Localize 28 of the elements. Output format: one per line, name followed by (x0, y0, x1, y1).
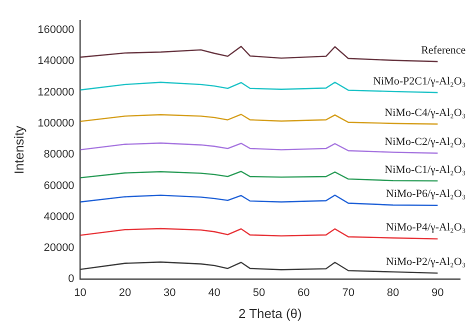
x-tick-label: 50 (252, 286, 266, 299)
series-label: Reference (421, 44, 466, 56)
x-tick-label: 20 (118, 286, 132, 299)
x-tick-label: 10 (74, 286, 86, 299)
series-label: NiMo-C1/γ-Al₂O₃ (384, 164, 466, 176)
series-label: NiMo-C2/γ-Al₂O₃ (384, 136, 466, 148)
x-tick-label: 80 (386, 286, 400, 299)
series-label: NiMo-P2C1/γ-Al₂O₃ (373, 75, 466, 88)
y-tick-label: 0 (68, 273, 74, 286)
x-tick-label: 40 (208, 286, 220, 299)
x-tick-label: 70 (342, 286, 354, 299)
y-tick-label: 120000 (38, 86, 74, 98)
x-tick-label: 60 (298, 286, 310, 299)
x-tick-label: 90 (432, 286, 444, 299)
y-tick-label: 60000 (44, 180, 74, 192)
series-label: NiMo-P2/γ-Al₂O₃ (386, 256, 466, 268)
x-axis-title: 2 Theta (θ) (238, 306, 302, 321)
y-tick-label: 140000 (38, 55, 74, 68)
x-tick-label: 30 (164, 286, 176, 299)
y-tick-label: 160000 (38, 24, 74, 36)
y-tick-label: 20000 (44, 242, 74, 254)
y-tick-label: 40000 (44, 210, 74, 223)
series-label: NiMo-C4/γ-Al₂O₃ (384, 106, 466, 119)
y-tick-label: 80000 (44, 148, 74, 161)
series-label: NiMo-P4/γ-Al₂O₃ (386, 222, 466, 234)
y-tick-label: 100000 (38, 117, 74, 130)
series-label: NiMo-P6/γ-Al₂O₃ (386, 188, 466, 200)
y-axis-title: Intensity (11, 125, 26, 174)
